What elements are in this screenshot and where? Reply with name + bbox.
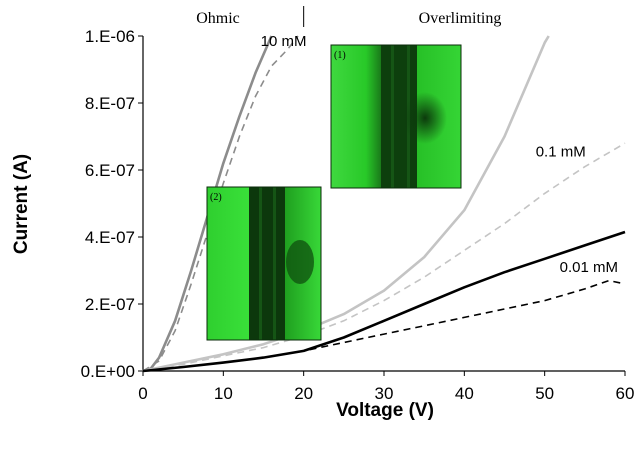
series-label-1: 0.1 mM [536, 144, 586, 161]
series-label-2: 0.01 mM [560, 259, 618, 276]
series-0-01mm-dashed-line [142, 279, 626, 372]
y-tick-label: 2.E-07 [85, 295, 135, 314]
series-0-1mm-solid-line [142, 35, 550, 373]
x-tick-label: 50 [535, 384, 554, 403]
inset-label-1: (1) [334, 50, 346, 61]
y-axis-ticks: 0.E+00 2.E-07 4.E-07 6.E-07 8.E-07 1.E-06 [81, 27, 143, 381]
x-axis-ticks: 0 10 20 30 40 50 60 [138, 371, 634, 403]
region-label-ohmic: Ohmic [196, 10, 240, 27]
series-10mm-dashed-line [142, 35, 299, 372]
y-axis-title: Current (A) [11, 154, 32, 254]
series-0-1mm-dashed-line [142, 142, 626, 372]
x-tick-label: 0 [138, 384, 147, 403]
x-tick-label: 60 [616, 384, 635, 403]
x-tick-label: 30 [375, 384, 394, 403]
inset-image-1: (1) [330, 44, 462, 189]
x-tick-label: 20 [294, 384, 313, 403]
series-labels: 10 mM 0.1 mM 0.01 mM [261, 33, 618, 276]
series-0-01mm-solid-line [142, 230, 626, 373]
inset-label-2: (2) [210, 192, 222, 203]
series-layer [142, 35, 626, 373]
y-tick-label: 6.E-07 [85, 161, 135, 180]
y-tick-label: 8.E-07 [85, 94, 135, 113]
x-tick-label: 40 [455, 384, 474, 403]
region-label-overlimiting: Overlimiting [419, 10, 502, 27]
x-axis-title: Voltage (V) [336, 400, 434, 421]
y-tick-label: 0.E+00 [81, 362, 135, 381]
y-tick-label: 1.E-06 [85, 27, 135, 46]
series-label-0: 10 mM [261, 33, 307, 50]
y-tick-label: 4.E-07 [85, 228, 135, 247]
inset-image-2: (2) [206, 186, 322, 341]
x-tick-label: 10 [214, 384, 233, 403]
